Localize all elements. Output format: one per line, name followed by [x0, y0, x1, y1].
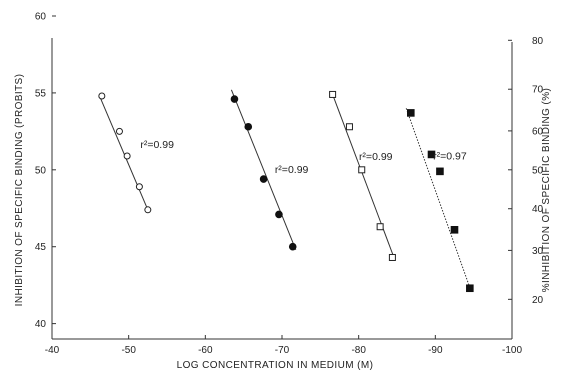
point-series-2-3	[376, 223, 384, 231]
x-tick-label-6: -100	[502, 345, 522, 356]
fit-line-series-1	[230, 89, 297, 250]
point-series-1-2	[259, 175, 268, 183]
point-series-1-0	[230, 95, 239, 103]
r2-label-series-2: r²=0.99	[359, 151, 393, 163]
axes	[51, 38, 513, 340]
point-series-0-3	[135, 183, 143, 191]
point-series-3-2	[436, 167, 444, 176]
point-series-3-3	[450, 225, 459, 234]
fit-line-series-0	[99, 95, 149, 210]
y-right-tick-label-6: 80	[532, 36, 544, 47]
y-right-tick-label-5: 70	[532, 85, 544, 96]
r2-labels: r²=0.99 r²=0.99 r²=0.99 r²=0.97	[140, 139, 467, 176]
y-tick-label-1: 45	[35, 242, 47, 253]
y-tick-label-2: 50	[35, 165, 47, 176]
point-series-1-3	[275, 210, 283, 219]
y-right-tick-label-4: 60	[532, 126, 544, 137]
point-series-3-0	[407, 109, 415, 117]
point-series-0-0	[98, 92, 106, 100]
y-axis-left-title: INHIBITION OF SPECIFIC BINDING (PROBITS)	[14, 74, 25, 307]
x-axis-title: LOG CONCENTRATION IN MEDIUM (M)	[177, 360, 374, 371]
y-tick-label-4: 60	[35, 12, 47, 23]
x-tick-label-2: -60	[198, 345, 213, 356]
point-series-2-2	[358, 166, 366, 174]
y-axis-right-title: %INHIBITION OF SPECIFIC BINDING (%)	[541, 88, 552, 293]
x-tick-label-0: -40	[45, 345, 60, 356]
r2-label-series-3: r²=0.97	[433, 150, 467, 162]
y-right-tick-label-1: 30	[532, 246, 544, 257]
y-tick-label-3: 55	[35, 88, 47, 99]
data-points	[98, 90, 474, 293]
y-right-tick-label-3: 50	[532, 165, 544, 176]
r2-label-series-0: r²=0.99	[140, 139, 174, 151]
ticks: -40 -50 -60 -70 -80 -90 -100 40 45 50 55 60 20 30 40 50…	[35, 12, 544, 357]
r2-label-series-1: r²=0.99	[275, 164, 309, 176]
point-series-0-1	[115, 127, 123, 135]
x-tick-label-4: -80	[351, 345, 366, 356]
x-tick-label-1: -50	[121, 345, 136, 356]
x-tick-label-3: -70	[275, 345, 290, 356]
point-series-3-4	[466, 284, 474, 293]
point-series-2-0	[329, 90, 337, 98]
fit-lines	[99, 89, 472, 290]
fit-line-series-2	[332, 94, 395, 258]
x-tick-label-5: -90	[428, 345, 443, 356]
point-series-1-4	[288, 242, 297, 251]
point-series-0-4	[144, 206, 152, 214]
point-series-2-4	[388, 253, 396, 261]
fit-line-series-3	[405, 108, 472, 290]
point-series-0-2	[123, 152, 131, 160]
point-series-1-1	[244, 122, 253, 131]
point-series-2-1	[345, 123, 353, 131]
y-right-tick-label-0: 20	[532, 295, 544, 306]
y-tick-label-0: 40	[35, 319, 47, 330]
point-series-3-1	[427, 150, 436, 159]
y-right-tick-label-2: 40	[532, 204, 544, 215]
